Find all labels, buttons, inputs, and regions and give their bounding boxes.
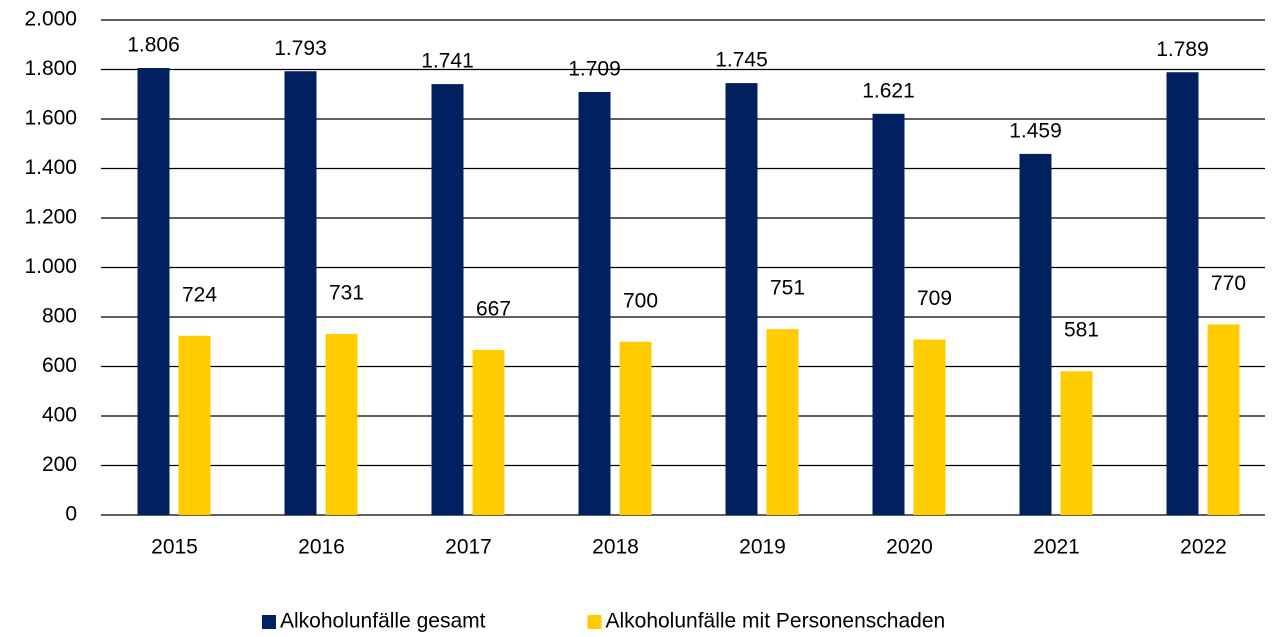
data-label: 731 xyxy=(329,282,364,305)
y-tick-label: 1.800 xyxy=(24,57,77,80)
data-label: 581 xyxy=(1064,319,1099,342)
y-tick-label: 1.600 xyxy=(24,107,77,130)
bar xyxy=(137,68,170,515)
data-label: 1.793 xyxy=(274,37,327,60)
bar xyxy=(1207,324,1240,515)
x-tick-label: 2022 xyxy=(1180,536,1227,559)
y-tick-label: 400 xyxy=(42,404,77,427)
x-tick-label: 2019 xyxy=(739,536,786,559)
x-tick-label: 2018 xyxy=(592,536,639,559)
legend-label: Alkoholunfälle mit Personenschaden xyxy=(605,610,945,633)
data-label: 751 xyxy=(770,277,805,300)
bar xyxy=(178,335,211,515)
bar xyxy=(284,71,317,516)
bar xyxy=(578,92,611,516)
y-tick-label: 0 xyxy=(65,503,77,526)
bar xyxy=(1019,153,1052,515)
data-label: 1.745 xyxy=(715,49,768,72)
y-tick-label: 1.400 xyxy=(24,156,77,179)
x-tick-label: 2016 xyxy=(298,536,345,559)
bar xyxy=(472,349,505,515)
data-label: 724 xyxy=(182,283,217,306)
data-label: 1.709 xyxy=(568,58,621,81)
x-tick-label: 2021 xyxy=(1033,536,1080,559)
y-tick-label: 1.200 xyxy=(24,206,77,229)
data-label: 700 xyxy=(623,289,658,312)
bar xyxy=(913,339,946,515)
bar xyxy=(725,83,758,516)
bar xyxy=(325,334,358,515)
y-tick-label: 2.000 xyxy=(24,8,77,31)
data-label: 1.459 xyxy=(1009,119,1062,142)
data-label: 770 xyxy=(1211,272,1246,295)
y-tick-label: 600 xyxy=(42,354,77,377)
x-tick-label: 2020 xyxy=(886,536,933,559)
bar xyxy=(619,341,652,515)
y-tick-label: 1.000 xyxy=(24,255,77,278)
data-label: 1.621 xyxy=(862,79,915,102)
bar xyxy=(766,329,799,515)
data-label: 1.806 xyxy=(127,34,180,57)
legend-label: Alkoholunfälle gesamt xyxy=(280,610,486,633)
legend-swatch xyxy=(587,615,602,629)
bar xyxy=(1166,72,1199,515)
bar xyxy=(431,84,464,515)
bar xyxy=(872,113,905,516)
y-tick-label: 200 xyxy=(42,453,77,476)
x-tick-label: 2017 xyxy=(445,536,492,559)
y-tick-label: 800 xyxy=(42,305,77,328)
data-label: 709 xyxy=(917,287,952,310)
data-label: 667 xyxy=(476,297,511,320)
x-tick-label: 2015 xyxy=(151,536,198,559)
data-label: 1.741 xyxy=(421,50,474,73)
data-label: 1.789 xyxy=(1156,38,1209,61)
legend-swatch xyxy=(262,615,276,629)
bar xyxy=(1060,371,1093,515)
